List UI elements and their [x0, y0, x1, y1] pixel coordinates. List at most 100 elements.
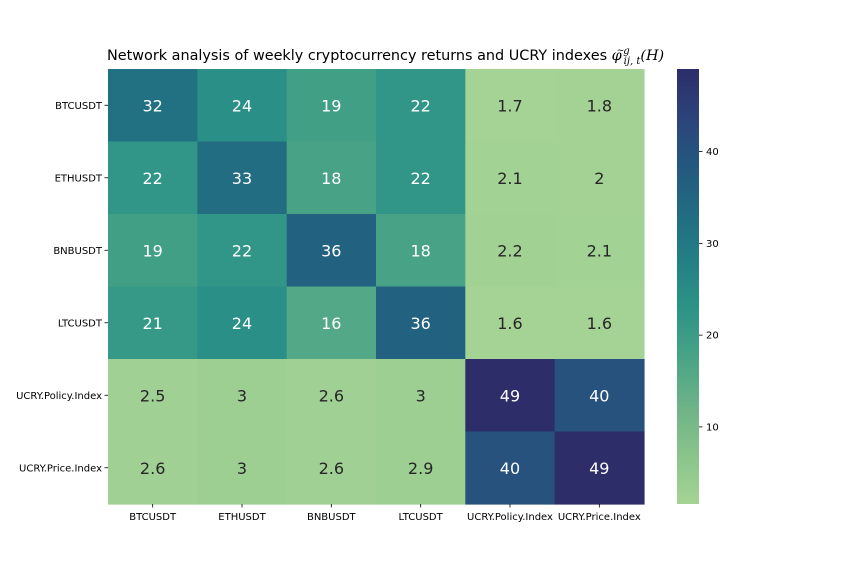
heatmap-cell [108, 431, 198, 505]
cell-value-label: 2.6 [319, 386, 344, 405]
colorbar: 10 20 30 40 [677, 69, 719, 504]
heatmap-cell [554, 431, 645, 505]
cell-value-label: 1.6 [497, 314, 522, 333]
heatmap-cell [286, 286, 377, 360]
column-tick-label: BNBUSDT [307, 512, 357, 523]
heatmap-cell [286, 69, 377, 143]
heatmap-cell [554, 286, 645, 360]
heatmap-cell [197, 431, 288, 505]
heatmap-cell [465, 69, 556, 143]
cell-value-label: 2.6 [319, 459, 344, 478]
heatmap-cell [108, 359, 198, 433]
row-tick-label: LTCUSDT [58, 318, 103, 329]
column-tick-label: ETHUSDT [218, 512, 266, 523]
heatmap-cell [465, 286, 556, 360]
cell-value-label: 3 [416, 386, 426, 405]
colorbar-tick-label: 10 [706, 422, 719, 433]
cell-value-label: 22 [410, 169, 430, 188]
cell-value-label: 49 [589, 459, 609, 478]
heatmap-cell [197, 69, 288, 143]
cell-value-label: 18 [321, 169, 341, 188]
heatmap-cell [465, 141, 556, 215]
cell-value-label: 1.6 [587, 314, 612, 333]
cell-value-label: 2.1 [497, 169, 522, 188]
row-tick-label: BTCUSDT [55, 101, 103, 112]
heatmap-cell [465, 214, 556, 288]
cell-value-label: 22 [142, 169, 162, 188]
cell-value-label: 16 [321, 314, 341, 333]
heatmap-cell [197, 214, 288, 288]
cell-value-label: 1.7 [497, 96, 522, 115]
title-text: Network analysis of weekly cryptocurrenc… [107, 48, 612, 64]
cell-value-label: 2.2 [497, 241, 522, 260]
cell-value-label: 2.1 [587, 241, 612, 260]
cell-value-label: 36 [410, 314, 430, 333]
title-accent: ~ [617, 46, 625, 56]
cell-value-label: 2.9 [408, 459, 433, 478]
heatmap-annotations: 32 24 19 22 1.7 1.822 33 18 22 2.1 219 22 36 18 2.2 2.1… [140, 96, 612, 478]
heatmap-cell [197, 286, 288, 360]
heatmap-cell [108, 141, 198, 215]
cell-value-label: 2 [594, 169, 604, 188]
cell-value-label: 3 [237, 459, 247, 478]
heatmap-cell [197, 141, 288, 215]
cell-value-label: 22 [410, 96, 430, 115]
heatmap-cell [197, 359, 288, 433]
heatmap-cell [375, 69, 466, 143]
heatmap-cells [108, 69, 645, 505]
cell-value-label: 40 [500, 459, 520, 478]
heatmap-cell [108, 69, 198, 143]
cell-value-label: 22 [232, 241, 252, 260]
column-tick-label: UCRY.Price.Index [558, 512, 641, 523]
cell-value-label: 19 [321, 96, 341, 115]
heatmap-cell [286, 214, 377, 288]
row-tick-label: ETHUSDT [55, 173, 103, 184]
heatmap-cell [108, 214, 198, 288]
cell-value-label: 36 [321, 241, 341, 260]
cell-value-label: 24 [232, 314, 252, 333]
cell-value-label: 32 [142, 96, 162, 115]
cell-value-label: 40 [589, 386, 609, 405]
cell-value-label: 19 [142, 241, 162, 260]
colorbar-tick-label: 40 [706, 147, 719, 158]
row-tick-label: UCRY.Price.Index [19, 463, 102, 474]
heatmap-cell [286, 431, 377, 505]
heatmap-cell [375, 141, 466, 215]
colorbar-gradient [677, 69, 699, 504]
title-superscript: g [623, 46, 629, 57]
heatmap-cell [465, 431, 556, 505]
heatmap-cell [108, 286, 198, 360]
heatmap-cell [554, 359, 645, 433]
column-tick-label: BTCUSDT [129, 512, 177, 523]
title-argument: (H) [640, 48, 664, 64]
heatmap-cell [554, 214, 645, 288]
column-tick-label: LTCUSDT [399, 512, 444, 523]
column-tick-labels: BTCUSDT ETHUSDT BNBUSDT LTCUSDT UCRY.Policy.… [129, 504, 641, 523]
colorbar-tick-label: 30 [706, 239, 719, 250]
colorbar-tick-label: 20 [706, 331, 719, 342]
cell-value-label: 21 [142, 314, 162, 333]
heatmap-cell [554, 141, 645, 215]
chart-title: Network analysis of weekly cryptocurrenc… [107, 46, 664, 67]
title-subscript: ij, t [624, 56, 642, 67]
row-tick-label: BNBUSDT [53, 246, 103, 257]
row-tick-labels: BTCUSDT ETHUSDT BNBUSDT LTCUSDT UCRY.Policy.… [16, 101, 108, 474]
heatmap-cell [375, 214, 466, 288]
heatmap-cell [375, 286, 466, 360]
cell-value-label: 1.8 [587, 96, 612, 115]
cell-value-label: 49 [500, 386, 520, 405]
title-symbol: φ [612, 48, 623, 64]
cell-value-label: 24 [232, 96, 252, 115]
heatmap-cell [465, 359, 556, 433]
heatmap-cell [554, 69, 645, 143]
heatmap-cell [375, 431, 466, 505]
heatmap-cell [286, 359, 377, 433]
row-tick-label: UCRY.Policy.Index [16, 391, 102, 402]
cell-value-label: 33 [232, 169, 252, 188]
column-tick-label: UCRY.Policy.Index [467, 512, 553, 523]
cell-value-label: 2.6 [140, 459, 165, 478]
heatmap-cell [286, 141, 377, 215]
heatmap-cell [375, 359, 466, 433]
cell-value-label: 18 [410, 241, 430, 260]
